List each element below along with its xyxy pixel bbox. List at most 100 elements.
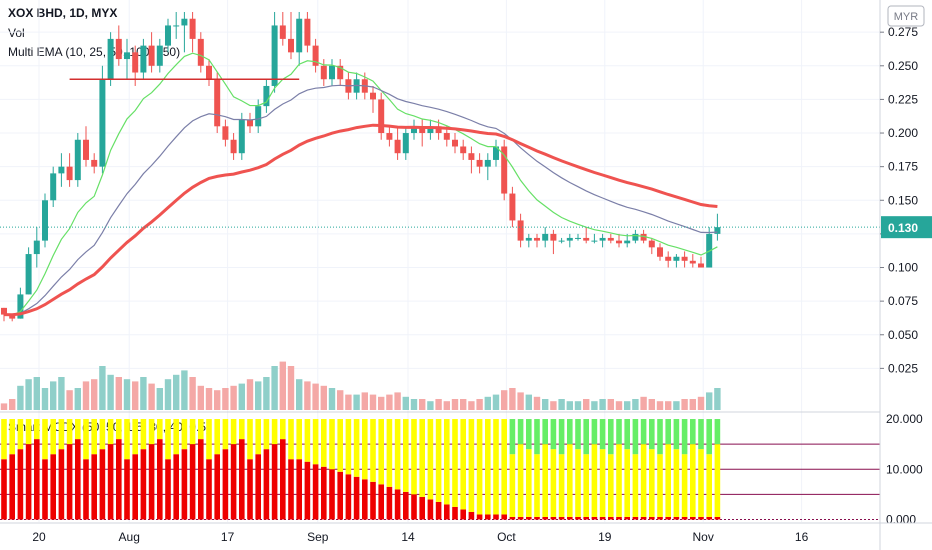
mcdx-red-bar [321,466,327,520]
mcdx-green-bar [550,419,557,450]
volume-bar [74,388,81,410]
volume-bar [468,401,475,410]
candle-body [312,45,319,66]
mcdx-red-bar [493,514,499,520]
volume-bar [9,399,16,410]
mcdx-yellow-bar [460,419,466,510]
volume-bar [205,388,213,410]
candle-body [140,45,147,73]
candle-body [575,237,581,239]
mcdx-green-bar [558,419,565,455]
volume-bar [501,390,508,410]
price-tick-label: 0.100 [888,261,918,275]
mcdx-yellow-bar [50,419,56,455]
candle-body [288,38,294,53]
mcdx-yellow-bar [189,419,196,445]
candle-body [550,233,557,241]
mcdx-green-bar [599,419,606,450]
candle-body [566,237,573,241]
mcdx-red-bar [337,471,343,520]
mcdx-yellow-bar [91,419,97,455]
candle-body [17,294,24,319]
mcdx-red-bar [608,516,614,520]
volume-legend: Vol [8,26,25,40]
mcdx-yellow-bar [148,419,155,445]
price-tick-label: 0.025 [888,361,918,375]
candle-body [689,260,696,264]
mcdx-red-bar [157,439,163,520]
candle-body [493,146,499,160]
mcdx-yellow-bar [517,444,524,517]
mcdx-yellow-bar [140,419,147,450]
mcdx-red-bar [411,494,417,520]
candle-body [460,146,467,154]
mcdx-red-bar [468,511,475,520]
candle-body [189,18,196,39]
mcdx-red-bar [591,516,598,520]
volume-bar [476,399,483,410]
ema-lines [0,52,880,317]
volume-bar [525,394,532,410]
mcdx-red-bar [517,516,524,520]
mcdx-green-bar [509,419,516,455]
mcdx-yellow-bar [280,419,286,440]
price-tick-label: 0.200 [888,126,918,140]
mcdx-yellow-bar [608,454,614,517]
mcdx-red-bar [394,489,401,520]
candle-body [9,314,16,319]
volume-bar [435,399,442,410]
candle-body [624,240,631,244]
mcdx-yellow-bar [75,419,81,440]
currency-box [887,5,925,27]
mcdx-bars [0,419,880,520]
volume-bar [443,401,450,410]
volume-bar [689,399,696,410]
mcdx-red-bar [247,459,253,520]
mcdx-yellow-bar [288,419,294,460]
volume-bar [517,392,524,410]
mcdx-red-bar [714,516,721,520]
mcdx-yellow-bar [526,449,532,517]
volume-bar [17,385,24,410]
candle-body [370,92,376,100]
time-tick-label: Sep [307,530,329,544]
mcdx-yellow-bar [567,444,573,517]
candle-body [583,237,590,241]
mcdx-yellow-bar [296,419,302,460]
candle-body [386,133,393,140]
candle-body [132,52,139,73]
volume-bar [271,366,278,410]
volume-bar [115,377,122,410]
candle-body [698,263,704,268]
mcdx-green-bar [673,419,680,450]
mcdx-yellow-bar [452,419,458,507]
candle-body [304,18,311,46]
volume-bar [312,383,319,410]
mcdx-yellow-bar [419,419,425,497]
candle-body [107,38,114,80]
candle-body [1,307,7,315]
price-tick-label: 0.150 [888,193,918,207]
mcdx-yellow-bar [239,419,245,440]
volume-bar [140,377,147,410]
candle-body [156,45,163,66]
mcdx-red-bar [239,439,245,520]
mcdx-red-bar [91,454,97,520]
volume-bar [296,379,303,410]
mcdx-red-bar [558,516,565,520]
mcdx-red-bar [460,509,466,520]
candle-body [206,65,212,80]
mcdx-green-bar [698,419,704,450]
volume-bar [173,374,180,410]
mcdx-yellow-bar [370,419,376,482]
price-tick-label: 0.275 [888,25,918,39]
mcdx-red-bar [1,459,7,520]
time-tick-label: 19 [598,530,612,544]
mcdx-yellow-bar [42,419,48,460]
mcdx-red-bar [649,516,655,520]
mcdx-yellow-bar [599,449,606,517]
mcdx-red-bar [698,516,704,520]
mcdx-red-bar [34,439,40,520]
candle-body [33,240,40,255]
